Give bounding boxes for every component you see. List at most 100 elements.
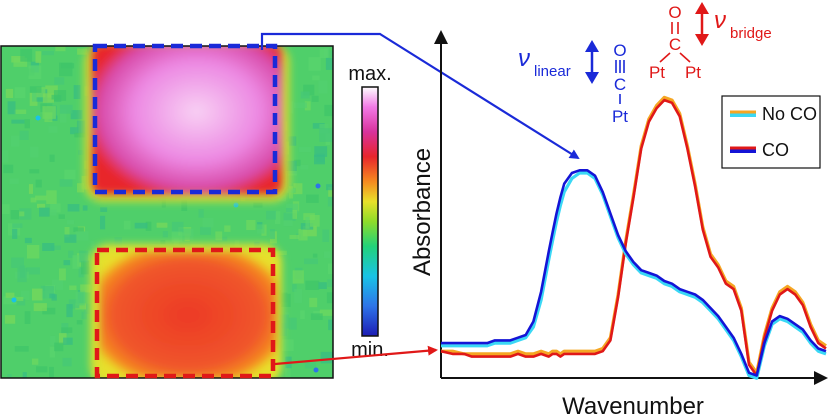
heatmap-noise-cell: [48, 126, 58, 133]
heatmap-noise-cell: [24, 237, 32, 244]
heatmap-noise-cell: [323, 251, 331, 258]
heatmap-noise-cell: [72, 255, 80, 269]
heatmap-noise-cell: [75, 291, 86, 306]
heatmap-speck: [11, 297, 17, 303]
heatmap-noise-cell: [69, 285, 77, 290]
heatmap-noise-cell: [330, 118, 333, 127]
heatmap-noise-cell: [1, 150, 9, 163]
legend-box: [721, 95, 821, 169]
heatmap-noise-cell: [16, 296, 24, 302]
heatmap-noise-cell: [300, 164, 309, 170]
heatmap-noise-cell: [324, 104, 333, 117]
heatmap-noise-cell: [283, 220, 293, 227]
heatmap-noise-cell: [54, 77, 65, 85]
heatmap-noise-cell: [308, 57, 321, 71]
heatmap-noise-cell: [26, 267, 40, 275]
heatmap-noise-cell: [270, 229, 275, 239]
heatmap-noise-cell: [198, 209, 204, 218]
heatmap-noise-cell: [309, 297, 318, 308]
heatmap-noise-cell: [292, 284, 297, 292]
heatmap-noise-cell: [35, 51, 42, 63]
heatmap-noise-cell: [24, 311, 31, 324]
heatmap-noise-cell: [83, 303, 91, 314]
series-layer: [440, 95, 827, 380]
heatmap-noise-cell: [200, 226, 211, 235]
heatmap-noise-cell: [312, 253, 318, 258]
heatmap-noise-cell: [100, 207, 108, 212]
heatmap-noise-cell: [304, 258, 318, 265]
heatmap-noise-cell: [319, 48, 328, 58]
heatmap-noise-cell: [298, 228, 308, 241]
heatmap-noise-cell: [42, 243, 55, 251]
heatmap-noise-cell: [35, 195, 47, 201]
linear-arrow-up-icon: [585, 40, 599, 52]
heatmap-noise-cell: [46, 190, 57, 204]
y-axis-label: Absorbance: [409, 148, 436, 276]
heatmap-noise-cell: [160, 240, 166, 245]
heatmap-noise-cell: [322, 229, 329, 242]
heatmap-noise-cell: [64, 169, 76, 180]
heatmap-noise-cell: [171, 231, 183, 243]
heatmap-noise-cell: [63, 337, 73, 345]
heatmap-noise-cell: [202, 218, 214, 228]
heatmap-noise-cell: [75, 231, 89, 241]
heatmap-noise-cell: [11, 257, 24, 268]
heatmap-noise-cell: [319, 128, 333, 142]
heatmap-noise-cell: [5, 292, 15, 298]
heatmap-hot-top: [92, 46, 282, 194]
heatmap-noise-cell: [162, 231, 168, 238]
heatmap-speck: [313, 367, 319, 373]
heatmap-noise-cell: [293, 183, 303, 195]
heatmap-noise-cell: [326, 292, 333, 304]
connector-blue: [260, 32, 580, 160]
heatmap-noise-cell: [12, 223, 23, 228]
heatmap-noise-cell: [257, 224, 265, 234]
heatmap-noise-cell: [288, 317, 297, 330]
heatmap-noise-cell: [289, 101, 294, 114]
heatmap-noise-cell: [327, 196, 333, 207]
heatmap-noise-cell: [286, 208, 293, 213]
heatmap-noise-cell: [30, 197, 37, 203]
heatmap-noise-cell: [293, 102, 307, 108]
heatmap-noise-cell: [7, 101, 16, 115]
heatmap-noise-cell: [21, 290, 30, 301]
heatmap-noise-cell: [12, 228, 18, 239]
heatmap-noise-cell: [215, 231, 223, 241]
heatmap-noise-cell: [77, 183, 84, 193]
heatmap-noise-cell: [100, 215, 106, 230]
heatmap-noise-cell: [300, 310, 305, 319]
heatmap-noise-cell: [114, 237, 122, 250]
heatmap-noise-cell: [234, 240, 240, 247]
heatmap-noise-cell: [33, 303, 47, 312]
heatmap-noise-cell: [309, 215, 320, 227]
heatmap-noise-cell: [156, 222, 168, 228]
heatmap-noise-cell: [306, 194, 319, 203]
linear-o-atom: O: [613, 41, 626, 60]
connector-red: [274, 345, 438, 366]
heatmap-noise-cell: [42, 51, 54, 56]
heatmap-noise-cell: [312, 75, 320, 81]
heatmap-noise-cell: [67, 204, 80, 212]
heatmap-noise-cell: [77, 48, 88, 55]
heatmap-noise-cell: [318, 282, 327, 289]
colorbar-max-label: max.: [348, 63, 391, 85]
bridge-arrow-down-icon: [695, 34, 709, 46]
heatmap-noise-cell: [64, 234, 77, 243]
heatmap-noise-cell: [327, 279, 333, 287]
heatmap-noise-cell: [30, 146, 39, 158]
heatmap-noise-cell: [13, 57, 28, 67]
heatmap-hot-bottom: [100, 252, 276, 378]
heatmap-noise-cell: [64, 227, 70, 238]
heatmap-noise-cell: [49, 366, 54, 378]
heatmap-noise-cell: [300, 91, 310, 99]
heatmap-noise-cell: [3, 164, 14, 174]
heatmap-noise-cell: [28, 184, 33, 194]
heatmap-noise-cell: [76, 320, 83, 325]
heatmap-noise-cell: [61, 63, 75, 69]
heatmap-noise-cell: [181, 199, 188, 211]
heatmap-noise-cell: [312, 123, 325, 129]
heatmap-noise-cell: [273, 250, 287, 255]
heatmap-noise-cell: [28, 65, 42, 80]
bridge-mode-symbol: ν: [714, 7, 726, 34]
heatmap-noise-cell: [42, 307, 56, 315]
